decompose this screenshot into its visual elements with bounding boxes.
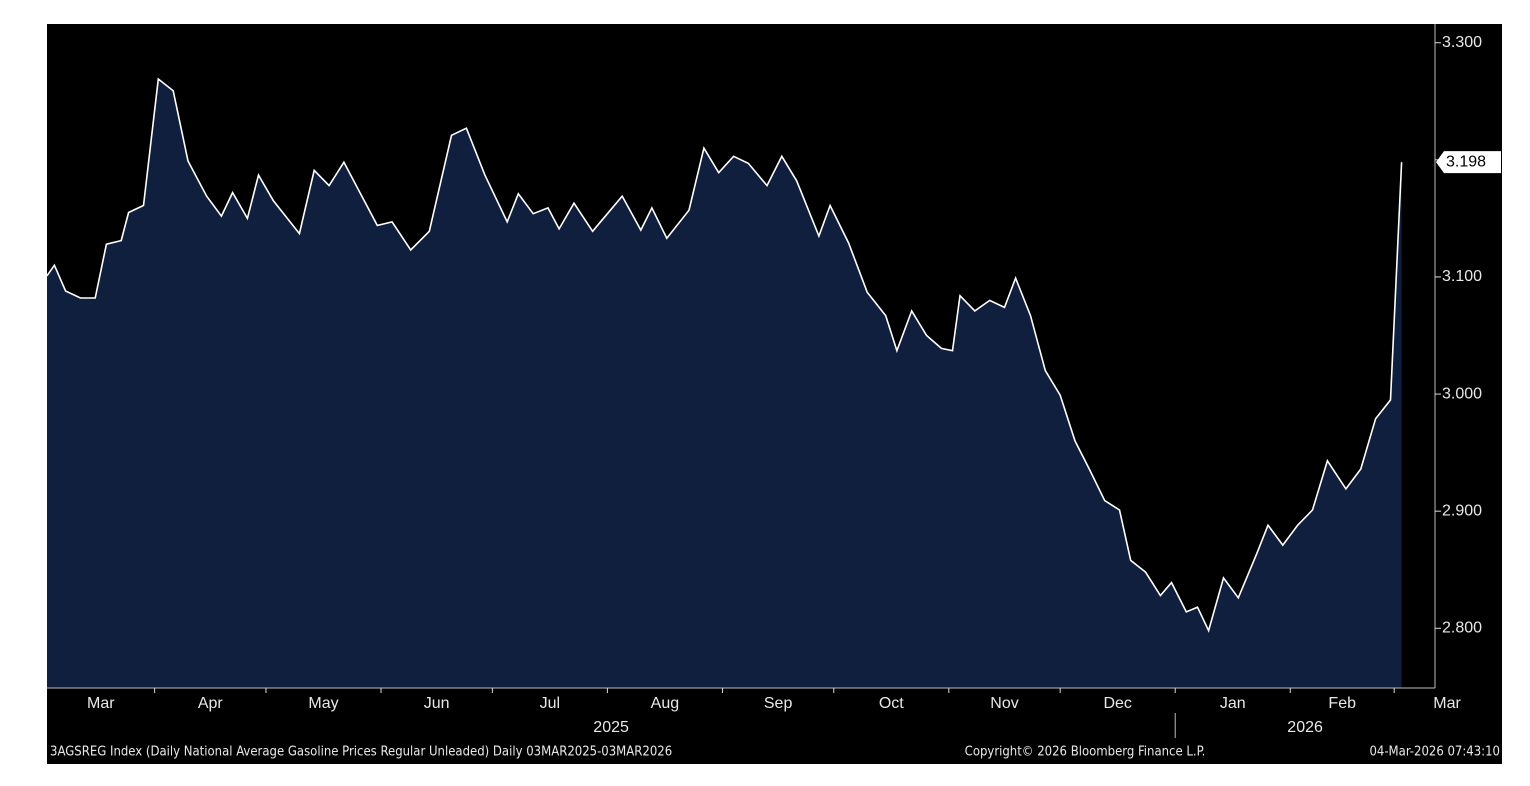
x-tick-label: Feb	[1328, 695, 1356, 712]
last-value-label: 3.198	[1446, 153, 1486, 170]
y-tick-label: 3.000	[1442, 385, 1482, 402]
y-tick-label: 3.100	[1442, 268, 1482, 285]
last-value-box	[1436, 151, 1501, 174]
x-tick-label: Oct	[879, 695, 904, 712]
x-tick-label: Apr	[198, 695, 224, 712]
year-label: 2026	[1287, 719, 1323, 736]
x-tick-label: Mar	[87, 695, 115, 712]
y-tick-label: 3.300	[1442, 34, 1482, 51]
x-tick-label: Sep	[764, 695, 793, 712]
line	[46, 77, 1403, 633]
x-tick-label: May	[308, 695, 338, 712]
footer-timestamp: 04-Mar-2026 07:43:10	[1369, 745, 1500, 760]
footer-source: 3AGSREG Index (Daily National Average Ga…	[50, 745, 672, 760]
area	[47, 79, 1402, 688]
x-tick-label: Dec	[1103, 695, 1131, 712]
x-tick-label: Aug	[651, 695, 679, 712]
x-tick-label: Jul	[540, 695, 560, 712]
y-tick-label: 2.900	[1442, 502, 1482, 519]
x-tick-label: Nov	[990, 695, 1018, 712]
x-tick-label: Jun	[424, 695, 450, 712]
x-tick-label: Mar	[1433, 695, 1461, 712]
x-tick-label: Jan	[1220, 695, 1246, 712]
y-tick-label: 2.800	[1442, 619, 1482, 636]
year-label: 2025	[593, 719, 629, 736]
footer-copyright: Copyright© 2026 Bloomberg Finance L.P.	[965, 745, 1206, 760]
